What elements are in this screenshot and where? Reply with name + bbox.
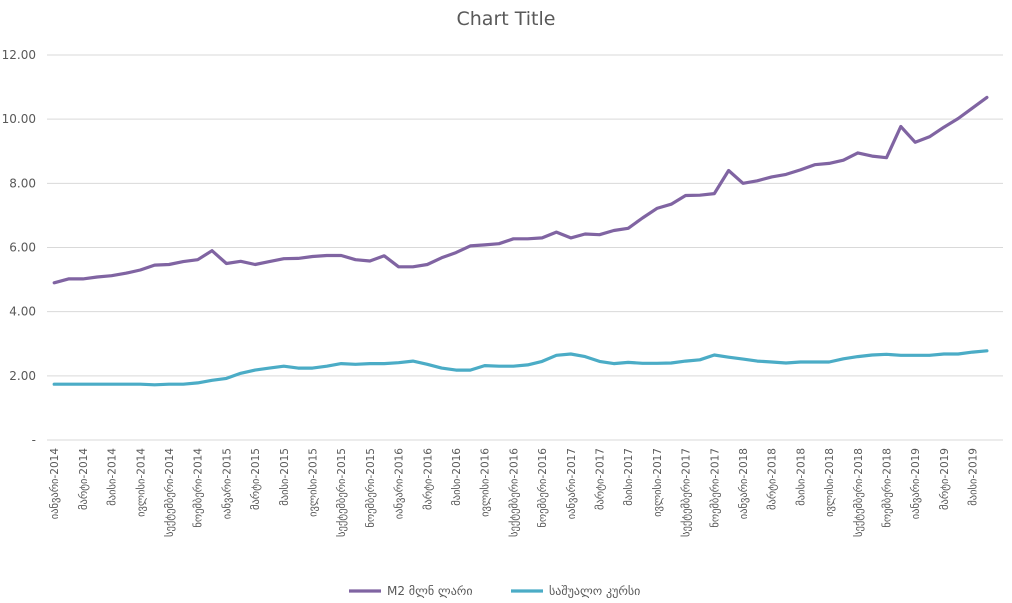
x-tick-label: იანვარი-2015 — [221, 448, 233, 519]
x-tick-label: სექტემბერი-2014 — [164, 448, 176, 537]
x-tick-label: ივლისი-2015 — [307, 448, 319, 517]
x-tick-label: ივლისი-2016 — [480, 448, 492, 517]
x-tick-label: იანვარი-2016 — [394, 448, 406, 520]
series-lines — [52, 95, 989, 387]
x-tick-label: მარტი-2014 — [78, 448, 90, 510]
x-tick-label: სექტემბერი-2017 — [681, 448, 693, 537]
x-tick-label: მარტი-2019 — [939, 448, 951, 510]
x-tick-label: იანვარი-2019 — [910, 448, 922, 519]
y-tick-label: 6.00 — [9, 241, 36, 255]
x-tick-label: სექტემბერი-2018 — [853, 448, 865, 537]
x-tick-label: ნოემბერი-2017 — [709, 448, 721, 528]
x-tick-label: მარტი-2017 — [594, 448, 606, 510]
y-axis-tick-labels: - 2.00 4.00 6.00 8.00 10.00 12.00 — [2, 48, 36, 447]
x-tick-label: მაისი-2016 — [451, 448, 463, 506]
x-tick-label: ნოემბერი-2016 — [537, 448, 549, 528]
x-tick-label: მაისი-2019 — [968, 448, 980, 506]
x-tick-label: მარტი-2016 — [422, 448, 434, 510]
x-tick-label: ივლისი-2014 — [135, 448, 147, 517]
y-tick-label: 10.00 — [2, 112, 36, 126]
y-tick-label: 12.00 — [2, 48, 36, 62]
legend-label: M2 მლნ ლარი — [387, 584, 473, 598]
x-tick-label: მაისი-2018 — [795, 448, 807, 506]
x-tick-label: იანვარი-2014 — [49, 448, 61, 520]
y-tick-label: - — [32, 433, 36, 447]
x-tick-label: იანვარი-2018 — [738, 448, 750, 519]
x-tick-label: სექტემბერი-2015 — [336, 448, 348, 537]
legend: M2 მლნ ლარი საშუალო კურსი — [349, 584, 640, 598]
x-tick-label: ნოემბერი-2015 — [365, 448, 377, 528]
y-tick-label: 4.00 — [9, 305, 36, 319]
x-tick-label: მაისი-2017 — [623, 448, 635, 506]
x-tick-label: ივლისი-2018 — [824, 448, 836, 517]
x-tick-label: ნოემბერი-2018 — [881, 448, 893, 528]
x-tick-label: მაისი-2015 — [279, 448, 291, 506]
x-tick-label: ნოემბერი-2014 — [193, 448, 205, 528]
x-tick-label: იანვარი-2017 — [566, 448, 578, 519]
x-tick-label: მაისი-2014 — [107, 448, 119, 506]
gridlines — [47, 54, 1003, 441]
y-tick-label: 8.00 — [9, 176, 36, 190]
y-tick-label: 2.00 — [9, 369, 36, 383]
x-tick-label: მარტი-2018 — [767, 448, 779, 510]
x-axis-tick-labels: იანვარი-2014 მარტი-2014 მაისი-2014 ივლისი-2… — [49, 448, 979, 537]
series-line-2 — [52, 349, 989, 387]
x-tick-label: ივლისი-2017 — [652, 448, 664, 517]
series-line-1 — [52, 95, 989, 285]
legend-label: საშუალო კურსი — [549, 584, 640, 598]
x-tick-label: სექტემბერი-2016 — [508, 448, 520, 537]
chart-title: Chart Title — [456, 8, 556, 30]
x-tick-label: მარტი-2015 — [250, 448, 262, 510]
